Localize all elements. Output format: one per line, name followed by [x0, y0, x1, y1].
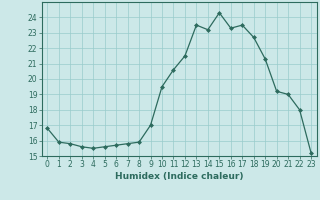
X-axis label: Humidex (Indice chaleur): Humidex (Indice chaleur)	[115, 172, 244, 181]
